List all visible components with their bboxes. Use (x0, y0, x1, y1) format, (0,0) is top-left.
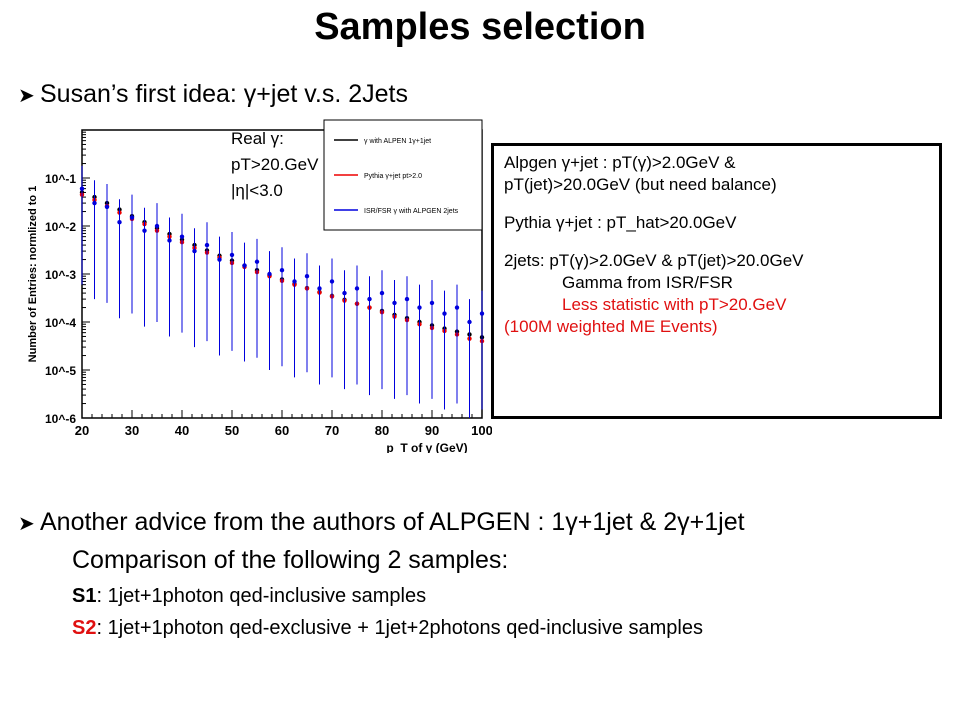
info-jets-line4: (100M weighted ME Events) (504, 317, 718, 336)
info-jets-line1: 2jets: pT(γ)>2.0GeV & pT(jet)>20.0GeV (504, 251, 804, 270)
y-tick-label: 10^-1 (45, 172, 76, 186)
bullet-alpgen-advice: ➤ Another advice from the authors of ALPG… (18, 508, 745, 537)
data-point (304, 273, 310, 279)
chart-legend: γ with ALPEN 1γ+1jet Pythia γ+jet pt>2.0 I… (323, 119, 483, 231)
data-point (217, 257, 222, 262)
bullet-first-idea-text: Susan’s first idea: γ+jet v.s. 2Jets (40, 80, 408, 108)
data-point (129, 215, 135, 220)
data-point (292, 279, 297, 284)
chart-marks (79, 165, 485, 418)
info-pythia: Pythia γ+jet : pT_hat>20.0GeV (504, 213, 737, 232)
arrow-bullet-icon: ➤ (18, 513, 35, 535)
data-point (329, 279, 335, 284)
x-tick-label: 90 (425, 423, 439, 438)
data-point (342, 290, 347, 296)
data-point (392, 300, 397, 306)
y-tick-label: 10^-2 (45, 220, 76, 234)
s2-text: : 1jet+1photon qed-exclusive + 1jet+2pho… (96, 617, 703, 639)
y-tick-label: 10^-6 (45, 412, 76, 426)
data-point (479, 311, 485, 316)
s1-text: : 1jet+1photon qed-inclusive samples (96, 585, 427, 607)
sample-info-box: Alpgen γ+jet : pT(γ)>2.0GeV & pT(jet)>20… (491, 143, 942, 419)
s1-label: S1 (72, 585, 97, 607)
arrow-bullet-icon: ➤ (18, 85, 35, 107)
x-tick-label: 40 (175, 423, 189, 438)
annotation-real-gamma: Real γ: (231, 129, 284, 148)
data-point (104, 204, 110, 210)
data-point (467, 319, 472, 325)
data-point (242, 263, 247, 268)
data-point (442, 311, 447, 316)
comparison-line: Comparison of the following 2 samples: (72, 546, 509, 574)
y-tick-label: 10^-5 (45, 364, 76, 378)
y-axis-label: Number of Entries: normlized to 1 (27, 186, 39, 363)
s2-label: S2 (72, 617, 97, 639)
data-point (117, 219, 122, 225)
sample-s1-line: S1: 1jet+1photon qed-inclusive samples (72, 585, 426, 608)
legend-entry: ISR/FSR γ with ALPGEN 2jets (364, 208, 459, 215)
data-point (92, 200, 97, 206)
data-point (229, 252, 235, 258)
annotation-eta-cut: |η|<3.0 (231, 181, 283, 200)
data-point (279, 267, 285, 273)
data-point (454, 305, 460, 310)
chart-axes: 20 30 40 50 60 70 80 90 100 10^-6 10^-5 10^-4 10^-3 1… (27, 129, 492, 453)
data-point (254, 259, 260, 264)
y-tick-label: 10^-4 (45, 316, 76, 330)
data-point (192, 248, 197, 254)
series-2 (79, 165, 485, 418)
legend-entry: Pythia γ+jet pt>2.0 (364, 173, 422, 180)
data-point (317, 286, 322, 291)
data-point (179, 234, 185, 239)
bullet-alpgen-advice-text: Another advice from the authors of ALPGE… (40, 508, 745, 536)
x-axis-label: p_T of γ (GeV) (386, 441, 467, 453)
x-tick-label: 20 (75, 423, 89, 438)
x-tick-label: 60 (275, 423, 289, 438)
data-point (367, 296, 372, 302)
chart-annotation: Real γ: pT>20.GeV |η|<3.0 (231, 126, 318, 204)
annotation-pt-cut: pT>20.GeV (231, 155, 319, 174)
data-point (354, 286, 360, 291)
x-tick-label: 70 (325, 423, 339, 438)
data-point (404, 296, 410, 302)
data-point (167, 238, 172, 243)
info-alpgen-line1: Alpgen γ+jet : pT(γ)>2.0GeV & (504, 153, 736, 172)
x-tick-label: 100 (471, 423, 492, 438)
data-point (79, 186, 85, 191)
info-jets-line2: Gamma from ISR/FSR (562, 273, 733, 292)
y-tick-label: 10^-3 (45, 268, 76, 282)
x-tick-label: 30 (125, 423, 139, 438)
x-tick-label: 50 (225, 423, 239, 438)
data-point (379, 290, 385, 296)
legend-entry: γ with ALPEN 1γ+1jet (364, 138, 431, 145)
pt-gamma-chart: 20 30 40 50 60 70 80 90 100 10^-6 10^-5 10^-4 10^-3 1… (27, 119, 492, 453)
info-alpgen-line2: pT(jet)>20.0GeV (but need balance) (504, 175, 777, 194)
data-point (154, 223, 160, 229)
data-point (429, 300, 435, 306)
slide-title: Samples selection (314, 6, 646, 48)
x-tick-label: 80 (375, 423, 389, 438)
data-point (142, 228, 147, 233)
bullet-first-idea: ➤ Susan’s first idea: γ+jet v.s. 2Jets (18, 80, 408, 109)
data-point (417, 305, 422, 310)
data-point (267, 271, 272, 277)
sample-s2-line: S2: 1jet+1photon qed-exclusive + 1jet+2p… (72, 617, 703, 640)
data-point (204, 242, 210, 248)
info-jets-line3: Less statistic with pT>20.GeV (562, 295, 787, 314)
